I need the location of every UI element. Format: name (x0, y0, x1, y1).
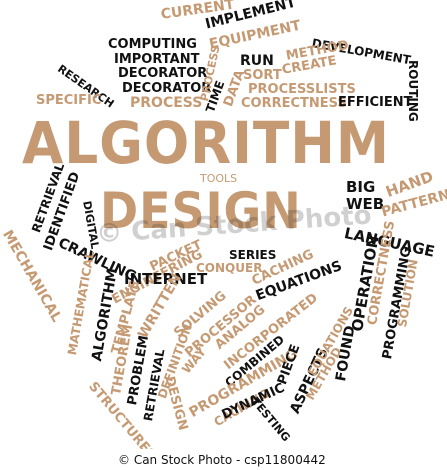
word-decorator-2: DECORATOR (122, 81, 212, 96)
footer: © Can Stock Photo - csp11800442 (0, 449, 447, 470)
word-correctness: CORRECTNESS (241, 96, 347, 111)
title-design: DESIGN (100, 182, 302, 240)
word-big: BIG (346, 178, 376, 196)
title-algorithm: ALGORITHM (22, 109, 390, 177)
footer-credit: © Can Stock Photo - csp11800442 (118, 453, 326, 467)
word-internet: INTERNET (124, 270, 208, 288)
word-processlists: PROCESSLISTS (248, 82, 356, 97)
word-testing: TESTING (248, 395, 293, 445)
word-design: DESIGN (161, 374, 191, 433)
word-important: IMPORTANT (114, 52, 200, 67)
word-efficient: EFFICIENT (338, 95, 413, 110)
word-conquer: CONQUER (196, 261, 263, 275)
word-routing: ROUTING (406, 60, 420, 122)
word-series: SERIES (229, 248, 277, 262)
word-process: PROCESS (130, 95, 203, 111)
word-computing: COMPUTING (108, 37, 197, 52)
word-run: RUN (240, 53, 274, 69)
word-specific: SPECIFIC (36, 93, 102, 108)
word-decorator-1: DECORATOR (118, 66, 208, 81)
word-tools: TOOLS (200, 172, 238, 185)
word-sort: SORT (243, 68, 282, 83)
word-web: WEB (346, 195, 385, 213)
